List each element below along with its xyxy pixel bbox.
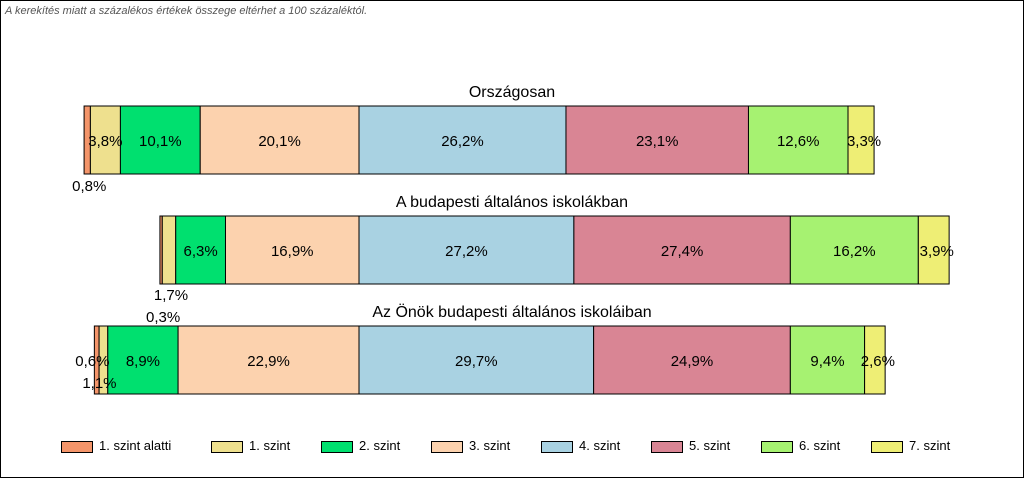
bar-segment (224, 215, 360, 285)
bar-segment (358, 215, 575, 285)
data-label: 16,9% (271, 243, 314, 260)
data-label: 29,7% (455, 353, 498, 370)
bar-segment (89, 105, 121, 175)
data-label: 27,4% (661, 243, 704, 260)
legend-swatch (321, 441, 353, 453)
bar-group-3: Az Önök budapesti általános iskoláiban 0,… (75, 303, 895, 395)
legend-label: 7. szint (909, 438, 951, 453)
data-label: 6,3% (183, 243, 217, 260)
bar-segment (199, 105, 360, 175)
bar-segment (107, 325, 179, 395)
legend-label: 4. szint (579, 438, 621, 453)
data-label: 0,3% (146, 309, 180, 326)
data-label: 3,8% (88, 133, 122, 150)
legend-swatch (541, 441, 573, 453)
legend: 1. szint alatti 1. szint 2. szint 3. szint 4… (1, 437, 1023, 459)
group-title: A budapesti általános iskolákban (396, 194, 628, 211)
rounding-note: A kerekítés miatt a százalékos értékek ö… (5, 5, 368, 17)
bar-segment (358, 105, 567, 175)
data-label: 9,4% (810, 353, 844, 370)
data-label: 3,9% (920, 243, 954, 260)
data-label: 20,1% (258, 133, 301, 150)
bar-segment (847, 105, 875, 175)
bar-segment (917, 215, 950, 285)
legend-swatch (211, 441, 243, 453)
data-label: 24,9% (671, 353, 714, 370)
bar-segment (789, 325, 866, 395)
legend-label: 1. szint (249, 438, 291, 453)
legend-swatch (761, 441, 793, 453)
bar-segment (573, 215, 791, 285)
bar-segment (593, 325, 791, 395)
legend-swatch (871, 441, 903, 453)
data-label: 8,9% (126, 353, 160, 370)
data-label: 3,3% (847, 133, 881, 150)
stacked-bar-chart: Országosan 0,8% 3,8% 10,1% 20,1% 26,2% 23,1% 12… (72, 84, 954, 395)
data-label: 1,7% (154, 287, 188, 304)
legend-label: 3. szint (469, 438, 511, 453)
data-label: 16,2% (833, 243, 876, 260)
bar-segment (789, 215, 919, 285)
bar-group-2: A budapesti általános iskolákban 0,3% 1,7%… (146, 194, 954, 326)
group-title: Országosan (469, 84, 555, 101)
data-label: 12,6% (777, 133, 820, 150)
bar-group-1: Országosan 0,8% 3,8% 10,1% 20,1% 26,2% 23,1% 12… (72, 84, 881, 195)
legend-label: 6. szint (799, 438, 841, 453)
bar-segment (565, 105, 749, 175)
legend-label: 5. szint (689, 438, 731, 453)
data-label: 0,8% (72, 178, 106, 195)
legend-swatch (651, 441, 683, 453)
data-label: 10,1% (139, 133, 182, 150)
data-label: 26,2% (441, 133, 484, 150)
data-label: 23,1% (636, 133, 679, 150)
bar-segment (747, 105, 849, 175)
legend-swatch (431, 441, 463, 453)
data-label: 2,6% (861, 353, 895, 370)
legend-swatch (61, 441, 93, 453)
bar-segment (864, 325, 886, 395)
bar-segment (175, 215, 226, 285)
data-label: 0,6% (75, 353, 109, 370)
data-label: 22,9% (247, 353, 290, 370)
legend-label: 1. szint alatti (99, 438, 172, 453)
group-title: Az Önök budapesti általános iskoláiban (372, 303, 651, 321)
data-label: 1,1% (82, 375, 116, 392)
bar-segment (161, 215, 177, 285)
legend-label: 2. szint (359, 438, 401, 453)
data-label: 27,2% (445, 243, 488, 260)
bar-segment (177, 325, 360, 395)
